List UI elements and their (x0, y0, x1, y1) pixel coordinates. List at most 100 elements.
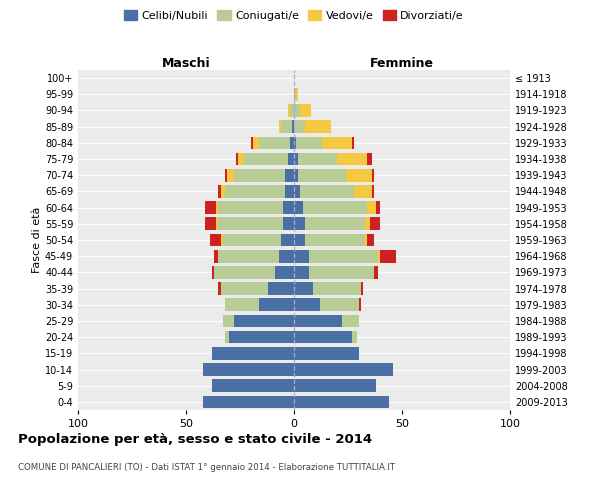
Bar (355, 185, 372, 198)
Bar (313, 282, 361, 295)
Bar (294, 396, 389, 408)
Bar (229, 331, 294, 344)
Bar (302, 202, 367, 214)
Bar (238, 152, 244, 166)
Bar (279, 250, 294, 262)
Bar (309, 250, 378, 262)
Bar (221, 234, 223, 246)
Bar (221, 185, 225, 198)
Bar (225, 298, 259, 311)
Bar (216, 202, 218, 214)
Bar (283, 202, 294, 214)
Bar (294, 104, 301, 117)
Bar (370, 218, 380, 230)
Bar (218, 202, 283, 214)
Legend: Celibi/Nubili, Coniugati/e, Vedovi/e, Divorziati/e: Celibi/Nubili, Coniugati/e, Vedovi/e, Di… (119, 6, 469, 25)
Bar (275, 266, 294, 278)
Bar (287, 152, 294, 166)
Bar (292, 120, 294, 133)
Bar (309, 266, 374, 278)
Bar (305, 234, 365, 246)
Bar (298, 169, 346, 181)
Bar (225, 185, 286, 198)
Bar (294, 152, 298, 166)
Bar (365, 234, 367, 246)
Bar (352, 331, 356, 344)
Bar (290, 136, 294, 149)
Text: Femmine: Femmine (370, 57, 434, 70)
Bar (372, 169, 374, 181)
Bar (287, 104, 290, 117)
Bar (205, 202, 216, 214)
Bar (367, 202, 376, 214)
Bar (203, 363, 294, 376)
Bar (294, 120, 305, 133)
Bar (294, 218, 305, 230)
Bar (218, 218, 283, 230)
Bar (212, 347, 294, 360)
Bar (225, 331, 229, 344)
Bar (233, 314, 294, 328)
Bar (346, 169, 372, 181)
Bar (212, 380, 294, 392)
Bar (216, 218, 218, 230)
Bar (294, 250, 309, 262)
Bar (294, 298, 320, 311)
Bar (251, 136, 253, 149)
Bar (361, 282, 363, 295)
Bar (296, 136, 322, 149)
Bar (301, 185, 355, 198)
Bar (294, 282, 313, 295)
Bar (253, 136, 259, 149)
Bar (294, 363, 394, 376)
Bar (223, 234, 281, 246)
Bar (281, 234, 294, 246)
Bar (359, 298, 361, 311)
Bar (305, 120, 331, 133)
Y-axis label: Fasce di età: Fasce di età (32, 207, 42, 273)
Bar (244, 152, 287, 166)
Bar (305, 218, 365, 230)
Bar (320, 298, 359, 311)
Bar (286, 185, 294, 198)
Bar (301, 104, 311, 117)
Bar (365, 218, 370, 230)
Bar (294, 266, 309, 278)
Bar (212, 266, 214, 278)
Bar (294, 347, 359, 360)
Bar (294, 169, 298, 181)
Bar (322, 136, 352, 149)
Bar (259, 136, 290, 149)
Bar (283, 218, 294, 230)
Bar (294, 136, 296, 149)
Bar (227, 169, 233, 181)
Bar (298, 152, 337, 166)
Bar (367, 234, 374, 246)
Text: COMUNE DI PANCALIERI (TO) - Dati ISTAT 1° gennaio 2014 - Elaborazione TUTTITALIA: COMUNE DI PANCALIERI (TO) - Dati ISTAT 1… (18, 462, 395, 471)
Bar (294, 202, 302, 214)
Bar (290, 104, 294, 117)
Bar (210, 234, 221, 246)
Bar (286, 169, 294, 181)
Bar (367, 152, 372, 166)
Text: Popolazione per età, sesso e stato civile - 2014: Popolazione per età, sesso e stato civil… (18, 432, 372, 446)
Bar (294, 380, 376, 392)
Bar (259, 298, 294, 311)
Bar (380, 250, 395, 262)
Bar (236, 152, 238, 166)
Bar (218, 185, 221, 198)
Bar (268, 282, 294, 295)
Bar (214, 250, 218, 262)
Bar (294, 88, 296, 101)
Bar (372, 185, 374, 198)
Bar (294, 234, 305, 246)
Bar (223, 314, 233, 328)
Bar (221, 282, 268, 295)
Bar (225, 169, 227, 181)
Bar (281, 120, 292, 133)
Bar (233, 169, 286, 181)
Bar (376, 202, 380, 214)
Bar (294, 314, 341, 328)
Bar (378, 250, 380, 262)
Bar (279, 120, 281, 133)
